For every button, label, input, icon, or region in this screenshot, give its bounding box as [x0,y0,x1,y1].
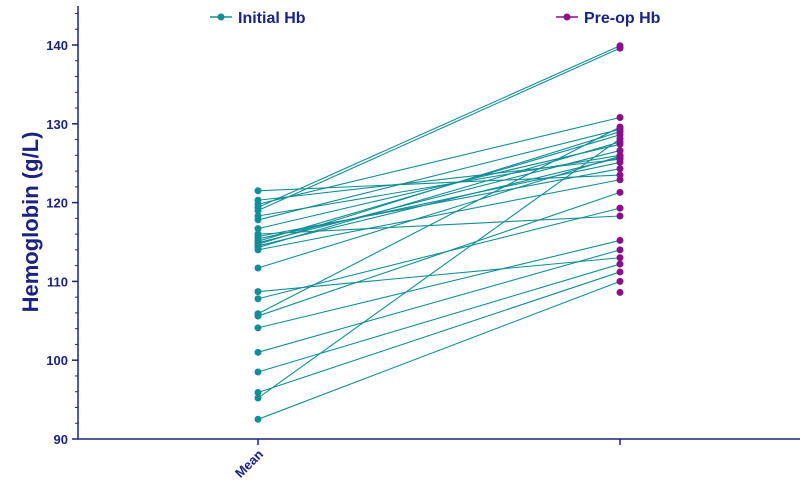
preop-hb-point [616,260,624,268]
series-points [254,42,624,423]
initial-hb-point [254,206,262,214]
axes [77,6,800,440]
initial-hb-point [254,389,262,397]
pair-line [257,141,621,249]
pair-line [257,191,621,317]
initial-hb-point [254,225,262,233]
x-tick-label: Mean [232,446,266,480]
preop-hb-point [616,254,624,262]
legend-item-preop: Pre-op Hb [556,10,661,27]
y-tick-label: 100 [46,353,68,368]
preop-hb-point [616,152,624,160]
y-minor-ticks [75,12,78,424]
pair-line [257,128,621,221]
pair-line [257,271,621,394]
preop-hb-point [616,123,624,131]
initial-hb-point [254,187,262,195]
initial-hb-point [254,348,262,356]
x-ticks: Mean [232,439,621,481]
pair-line [257,157,621,247]
pair-line [257,207,621,300]
series-lines [257,45,621,420]
preop-hb-point [616,268,624,276]
initial-hb-point [254,246,262,254]
pair-line [257,126,621,315]
y-tick-label: 140 [46,38,68,53]
initial-hb-point [254,312,262,320]
initial-hb-point [254,264,262,272]
preop-hb-point [616,113,624,121]
preop-hb-point [616,176,624,184]
pair-line [257,116,621,205]
pair-line [257,45,621,208]
y-tick-label: 130 [46,117,68,132]
initial-hb-point [254,368,262,376]
preop-hb-point [616,236,624,244]
preop-hb-point [616,44,624,52]
pair-line [257,280,621,420]
legend-initial-marker [217,13,225,21]
pair-line [257,131,621,245]
legend-preop-label: Pre-op Hb [584,10,661,27]
initial-hb-point [254,324,262,332]
pair-line [257,150,621,244]
y-ticks: 90 100 110 120 130 140 [46,38,78,447]
y-tick-label: 120 [46,196,68,211]
preop-hb-point [616,188,624,196]
preop-hb-point [616,147,624,155]
pair-line [257,263,621,373]
pair-line [257,249,621,353]
pair-line [257,155,621,269]
pair-line [257,257,621,293]
initial-hb-point [254,295,262,303]
y-tick-label: 90 [54,432,68,447]
preop-hb-point [616,212,624,220]
legend-preop-marker [563,13,571,21]
preop-hb-point [616,288,624,296]
pair-line [257,138,621,399]
legend: Initial Hb Pre-op Hb [210,10,661,27]
legend-initial-label: Initial Hb [238,10,306,27]
initial-hb-point [254,288,262,296]
initial-hb-point [254,216,262,224]
preop-hb-point [616,165,624,173]
pair-line [257,179,621,251]
pair-line [257,174,621,192]
y-tick-label: 110 [47,274,68,289]
pair-line [257,168,621,238]
initial-hb-point [254,415,262,423]
pair-line [257,47,621,211]
legend-item-initial: Initial Hb [210,10,306,27]
preop-hb-point [616,246,624,254]
preop-hb-point [616,277,624,285]
preop-hb-point [616,135,624,143]
pair-line [257,158,621,201]
initial-hb-point [254,394,262,402]
preop-hb-point [616,204,624,212]
y-axis-label: Hemoglobin (g/L) [18,132,43,313]
pair-line [257,239,621,329]
